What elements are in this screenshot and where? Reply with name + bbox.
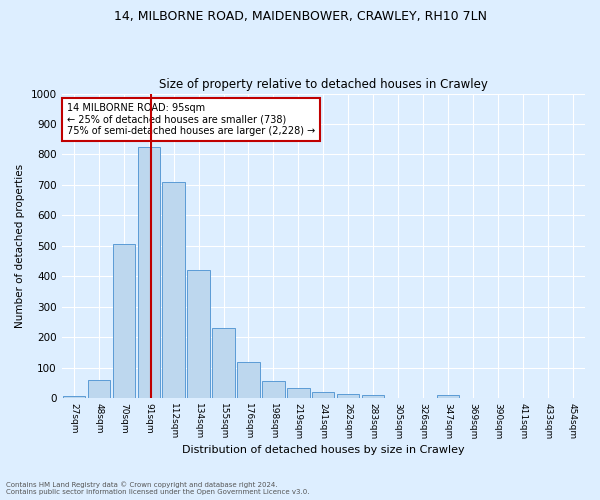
Bar (337, 394, 359, 398)
Bar (287, 388, 310, 398)
Bar (137, 147, 160, 398)
Bar (113, 244, 135, 398)
Y-axis label: Number of detached properties: Number of detached properties (15, 164, 25, 328)
Bar (187, 270, 210, 398)
Bar (237, 362, 260, 398)
Title: Size of property relative to detached houses in Crawley: Size of property relative to detached ho… (159, 78, 488, 91)
Text: 14, MILBORNE ROAD, MAIDENBOWER, CRAWLEY, RH10 7LN: 14, MILBORNE ROAD, MAIDENBOWER, CRAWLEY,… (113, 10, 487, 23)
X-axis label: Distribution of detached houses by size in Crawley: Distribution of detached houses by size … (182, 445, 464, 455)
Bar (362, 395, 385, 398)
Bar (437, 395, 459, 398)
Bar (262, 382, 284, 398)
Bar (63, 396, 85, 398)
Bar (212, 328, 235, 398)
Bar (88, 380, 110, 398)
Bar (312, 392, 334, 398)
Text: Contains HM Land Registry data © Crown copyright and database right 2024.
Contai: Contains HM Land Registry data © Crown c… (6, 482, 310, 495)
Text: 14 MILBORNE ROAD: 95sqm
← 25% of detached houses are smaller (738)
75% of semi-d: 14 MILBORNE ROAD: 95sqm ← 25% of detache… (67, 102, 315, 136)
Bar (163, 182, 185, 398)
